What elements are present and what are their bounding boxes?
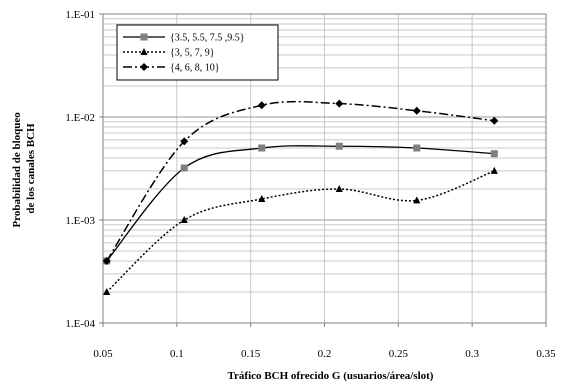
y-axis-title: Probabilidad de bloqueo de los canales B… (11, 109, 37, 227)
series-1 (103, 142, 498, 265)
x-tick-label: 0.2 (318, 348, 332, 360)
data-point (490, 116, 499, 125)
data-point (258, 194, 266, 202)
data-point (180, 164, 188, 172)
x-tick-label: 0.35 (536, 348, 556, 360)
legend-item: {3, 5, 7, 9} (123, 48, 215, 59)
legend-marker (140, 33, 148, 41)
legend: {3.5, 5.5, 7.5 ,9.5} {3, 5, 7, 9} {4, 6, 8… (116, 24, 279, 81)
data-point (335, 99, 344, 108)
y-axis-title-line-2: de los canales BCH (25, 123, 37, 214)
data-point (335, 184, 343, 192)
legend-marker (140, 63, 148, 71)
legend-marker (140, 48, 148, 55)
data-point (490, 150, 498, 158)
data-point (180, 137, 189, 146)
series-line (106, 145, 495, 262)
y-tick-label: 1.E-03 (65, 215, 95, 227)
series-line (106, 170, 495, 293)
legend-label: {3, 5, 7, 9} (170, 48, 215, 59)
legend-label: {3.5, 5.5, 7.5 ,9.5} (170, 33, 245, 44)
x-axis-title: Tráfico BCH ofrecido G (usuarios/área/sl… (228, 370, 434, 382)
y-tick-label: 1.E-02 (65, 112, 95, 124)
x-tick-label: 0.05 (93, 348, 113, 360)
data-point (102, 256, 111, 265)
x-tick-label: 0.3 (465, 348, 479, 360)
x-tick-label: 0.25 (389, 348, 409, 360)
y-axis: 1.E-04 1.E-03 1.E-02 1.E-01 (65, 9, 103, 330)
legend-item: {3.5, 5.5, 7.5 ,9.5} (123, 33, 245, 44)
data-point (180, 216, 188, 223)
data-point (258, 144, 266, 152)
y-axis-title-line-1: Probabilidad de bloqueo (11, 112, 23, 228)
data-point (335, 142, 343, 150)
legend-item: {4, 6, 8, 10} (123, 63, 220, 74)
y-tick-label: 1.E-01 (65, 9, 95, 21)
series-3 (102, 99, 499, 265)
data-point (413, 196, 421, 204)
legend-label: {4, 6, 8, 10} (170, 63, 220, 74)
data-point (103, 287, 111, 295)
series-layer (102, 99, 499, 295)
series-line (106, 100, 495, 262)
y-tick-label: 1.E-04 (65, 318, 95, 330)
series-2 (103, 166, 498, 295)
data-point (490, 166, 498, 174)
data-point (412, 106, 421, 115)
x-tick-label: 0.1 (170, 348, 184, 360)
data-point (413, 144, 421, 152)
grid (102, 14, 547, 324)
x-axis: 0.05 0.1 0.15 0.2 0.25 0.3 0.35 (93, 323, 556, 360)
x-tick-label: 0.15 (241, 348, 261, 360)
data-point (257, 101, 266, 110)
